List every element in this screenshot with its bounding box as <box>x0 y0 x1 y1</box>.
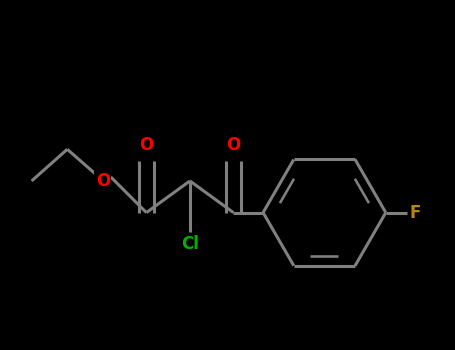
Text: Cl: Cl <box>181 235 199 253</box>
Text: O: O <box>226 136 241 154</box>
Text: O: O <box>139 136 153 154</box>
Text: O: O <box>96 172 110 190</box>
Text: F: F <box>410 204 421 222</box>
